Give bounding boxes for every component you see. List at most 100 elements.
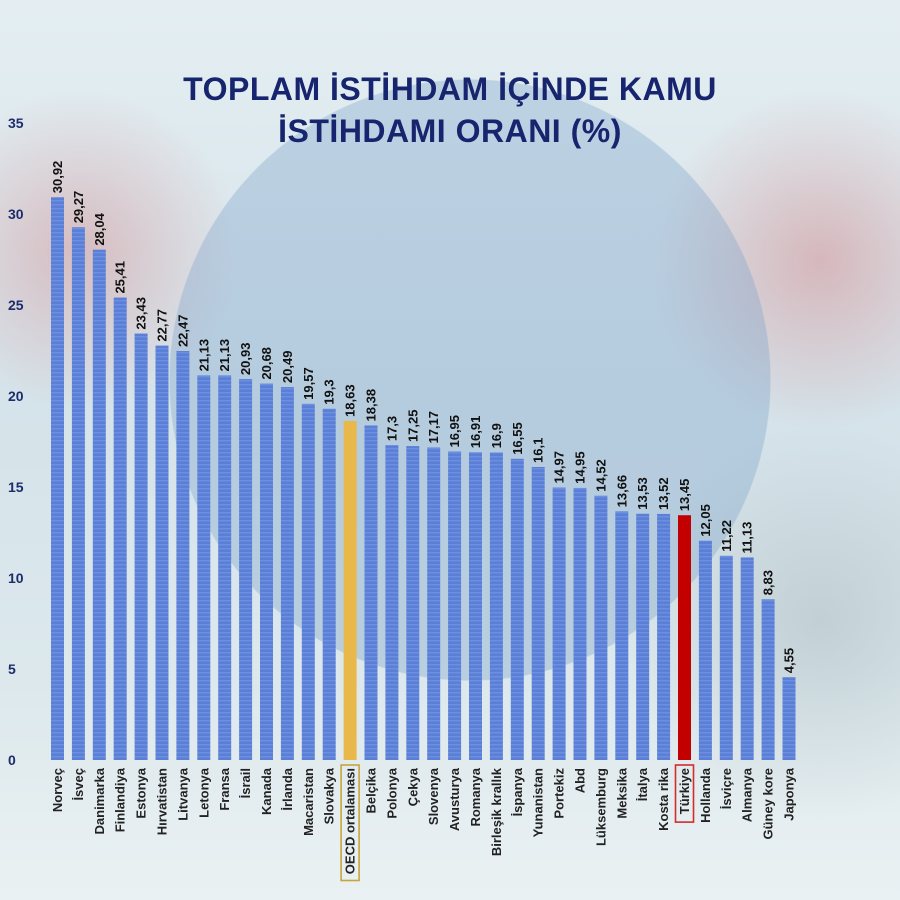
- value-label: 18,38: [364, 389, 379, 422]
- bar-polonya: [385, 445, 399, 760]
- value-label: 14,95: [573, 451, 588, 484]
- bar-türkiye: [678, 515, 691, 760]
- value-label: 21,13: [217, 339, 232, 372]
- x-tick-label: Hırvatistan: [155, 768, 170, 835]
- value-label: 18,63: [343, 384, 358, 417]
- x-tick-label: OECD ortalaması: [343, 768, 358, 874]
- x-tick-label: Estonya: [134, 767, 149, 818]
- x-tick-label: Portekiz: [552, 768, 567, 819]
- value-label: 13,52: [656, 477, 671, 510]
- value-label: 22,47: [175, 314, 190, 347]
- bar-slovenya: [427, 447, 441, 760]
- value-label: 16,95: [447, 415, 462, 448]
- value-label: 16,9: [489, 423, 504, 448]
- bar-norveç: [51, 197, 64, 761]
- bar-güney-kore: [761, 599, 775, 760]
- x-tick-label: Macaristan: [301, 768, 316, 836]
- bar-meksika: [615, 511, 629, 760]
- value-label: 13,66: [614, 475, 629, 508]
- y-tick-label: 10: [8, 570, 24, 586]
- x-tick-label: İrlanda: [280, 767, 295, 810]
- value-label: 28,04: [92, 212, 107, 245]
- bar-çekya: [406, 446, 420, 760]
- bar-kosta-rika: [657, 513, 671, 760]
- bar-almanya: [740, 557, 754, 760]
- y-tick-label: 5: [8, 661, 16, 677]
- bar-letonya: [197, 375, 211, 760]
- bar-belçika: [364, 425, 378, 760]
- value-label: 4,55: [782, 648, 797, 673]
- bar-japonya: [782, 677, 796, 760]
- y-tick-label: 25: [8, 297, 24, 313]
- bar-hollanda: [698, 540, 712, 760]
- value-label: 12,05: [698, 504, 713, 537]
- value-label: 8,83: [761, 570, 776, 595]
- x-tick-label: Japonya: [782, 767, 797, 821]
- bar-i̇sveç: [71, 227, 85, 760]
- bar-abd: [573, 487, 587, 760]
- x-tick-label: Almanya: [740, 767, 755, 822]
- value-labels: 30,92 29,27 28,04 25,41 23,43 22,77 22,47 21,13…: [50, 161, 797, 673]
- y-tick-label: 15: [8, 479, 24, 495]
- y-tick-label: 30: [8, 206, 24, 222]
- x-tick-label: Avusturya: [447, 767, 462, 831]
- y-tick-label: 0: [8, 752, 16, 768]
- value-label: 23,43: [134, 297, 149, 330]
- bar-romanya: [469, 452, 482, 760]
- value-label: 14,52: [593, 459, 608, 492]
- bar-fransa: [218, 375, 232, 760]
- x-tick-label: Romanya: [468, 767, 483, 826]
- bar-i̇spanya: [510, 458, 524, 760]
- bar-i̇srail: [239, 379, 253, 760]
- x-tick-label: Meksika: [614, 767, 629, 818]
- bar-hırvatistan: [155, 345, 169, 760]
- bar-lüksemburg: [594, 495, 608, 760]
- x-tick-label: İsveç: [71, 768, 86, 801]
- value-label: 11,22: [719, 520, 734, 552]
- bar-finlandiya: [113, 297, 127, 760]
- value-label: 21,13: [196, 339, 211, 372]
- x-tick-label: Yunanistan: [531, 768, 546, 837]
- x-tick-label: Norveç: [50, 768, 65, 812]
- x-tick-label: Slovenya: [426, 767, 441, 825]
- x-tick-label: Slovakya: [322, 767, 337, 824]
- highlight-box: [674, 764, 695, 823]
- bar-kanada: [260, 383, 273, 760]
- bar-i̇rlanda: [280, 387, 294, 760]
- bar-i̇sviçre: [719, 555, 733, 760]
- value-label: 25,41: [113, 261, 128, 294]
- value-label: 16,55: [510, 422, 525, 455]
- x-tick-label: Kosta rika: [656, 767, 671, 831]
- x-tick-label: Çekya: [405, 767, 420, 806]
- value-label: 13,45: [677, 479, 692, 512]
- x-tick-label: Litvanya: [175, 767, 190, 821]
- x-tick-label: Abd: [573, 768, 588, 793]
- value-label: 16,1: [531, 438, 546, 463]
- value-label: 13,53: [635, 477, 650, 510]
- value-label: 19,57: [301, 367, 316, 400]
- value-label: 20,49: [280, 351, 295, 384]
- x-tick-label: İspanya: [510, 767, 525, 816]
- bar-slovakya: [322, 408, 336, 760]
- value-label: 22,77: [155, 309, 170, 342]
- x-tick-label: Danimarka: [92, 767, 107, 834]
- bar-i̇talya: [636, 513, 650, 760]
- value-label: 29,27: [71, 191, 86, 224]
- value-label: 17,25: [405, 410, 420, 443]
- value-label: 20,93: [238, 343, 253, 376]
- bar-danimarka: [92, 249, 106, 760]
- x-tick-label: Güney kore: [761, 768, 776, 840]
- value-label: 20,68: [259, 347, 274, 380]
- x-tick-label: İsrail: [238, 768, 253, 798]
- x-tick-label: İsviçre: [719, 768, 734, 809]
- x-axis: Norveç İsveç Danimarka Finlandiya Estonya Hır…: [50, 764, 797, 882]
- value-label: 19,3: [322, 379, 337, 404]
- x-tick-label: Kanada: [259, 767, 274, 815]
- bars: [51, 197, 796, 761]
- chart-title: TOPLAM İSTİHDAM İÇİNDE KAMU İSTİHDAMI OR…: [0, 68, 900, 152]
- x-tick-label: Lüksemburg: [593, 768, 608, 846]
- value-label: 30,92: [50, 161, 65, 194]
- x-tick-label: Birleşik krallık: [489, 767, 504, 856]
- x-tick-label: Hollanda: [698, 767, 713, 823]
- bar-oecd-ortalaması: [343, 420, 357, 760]
